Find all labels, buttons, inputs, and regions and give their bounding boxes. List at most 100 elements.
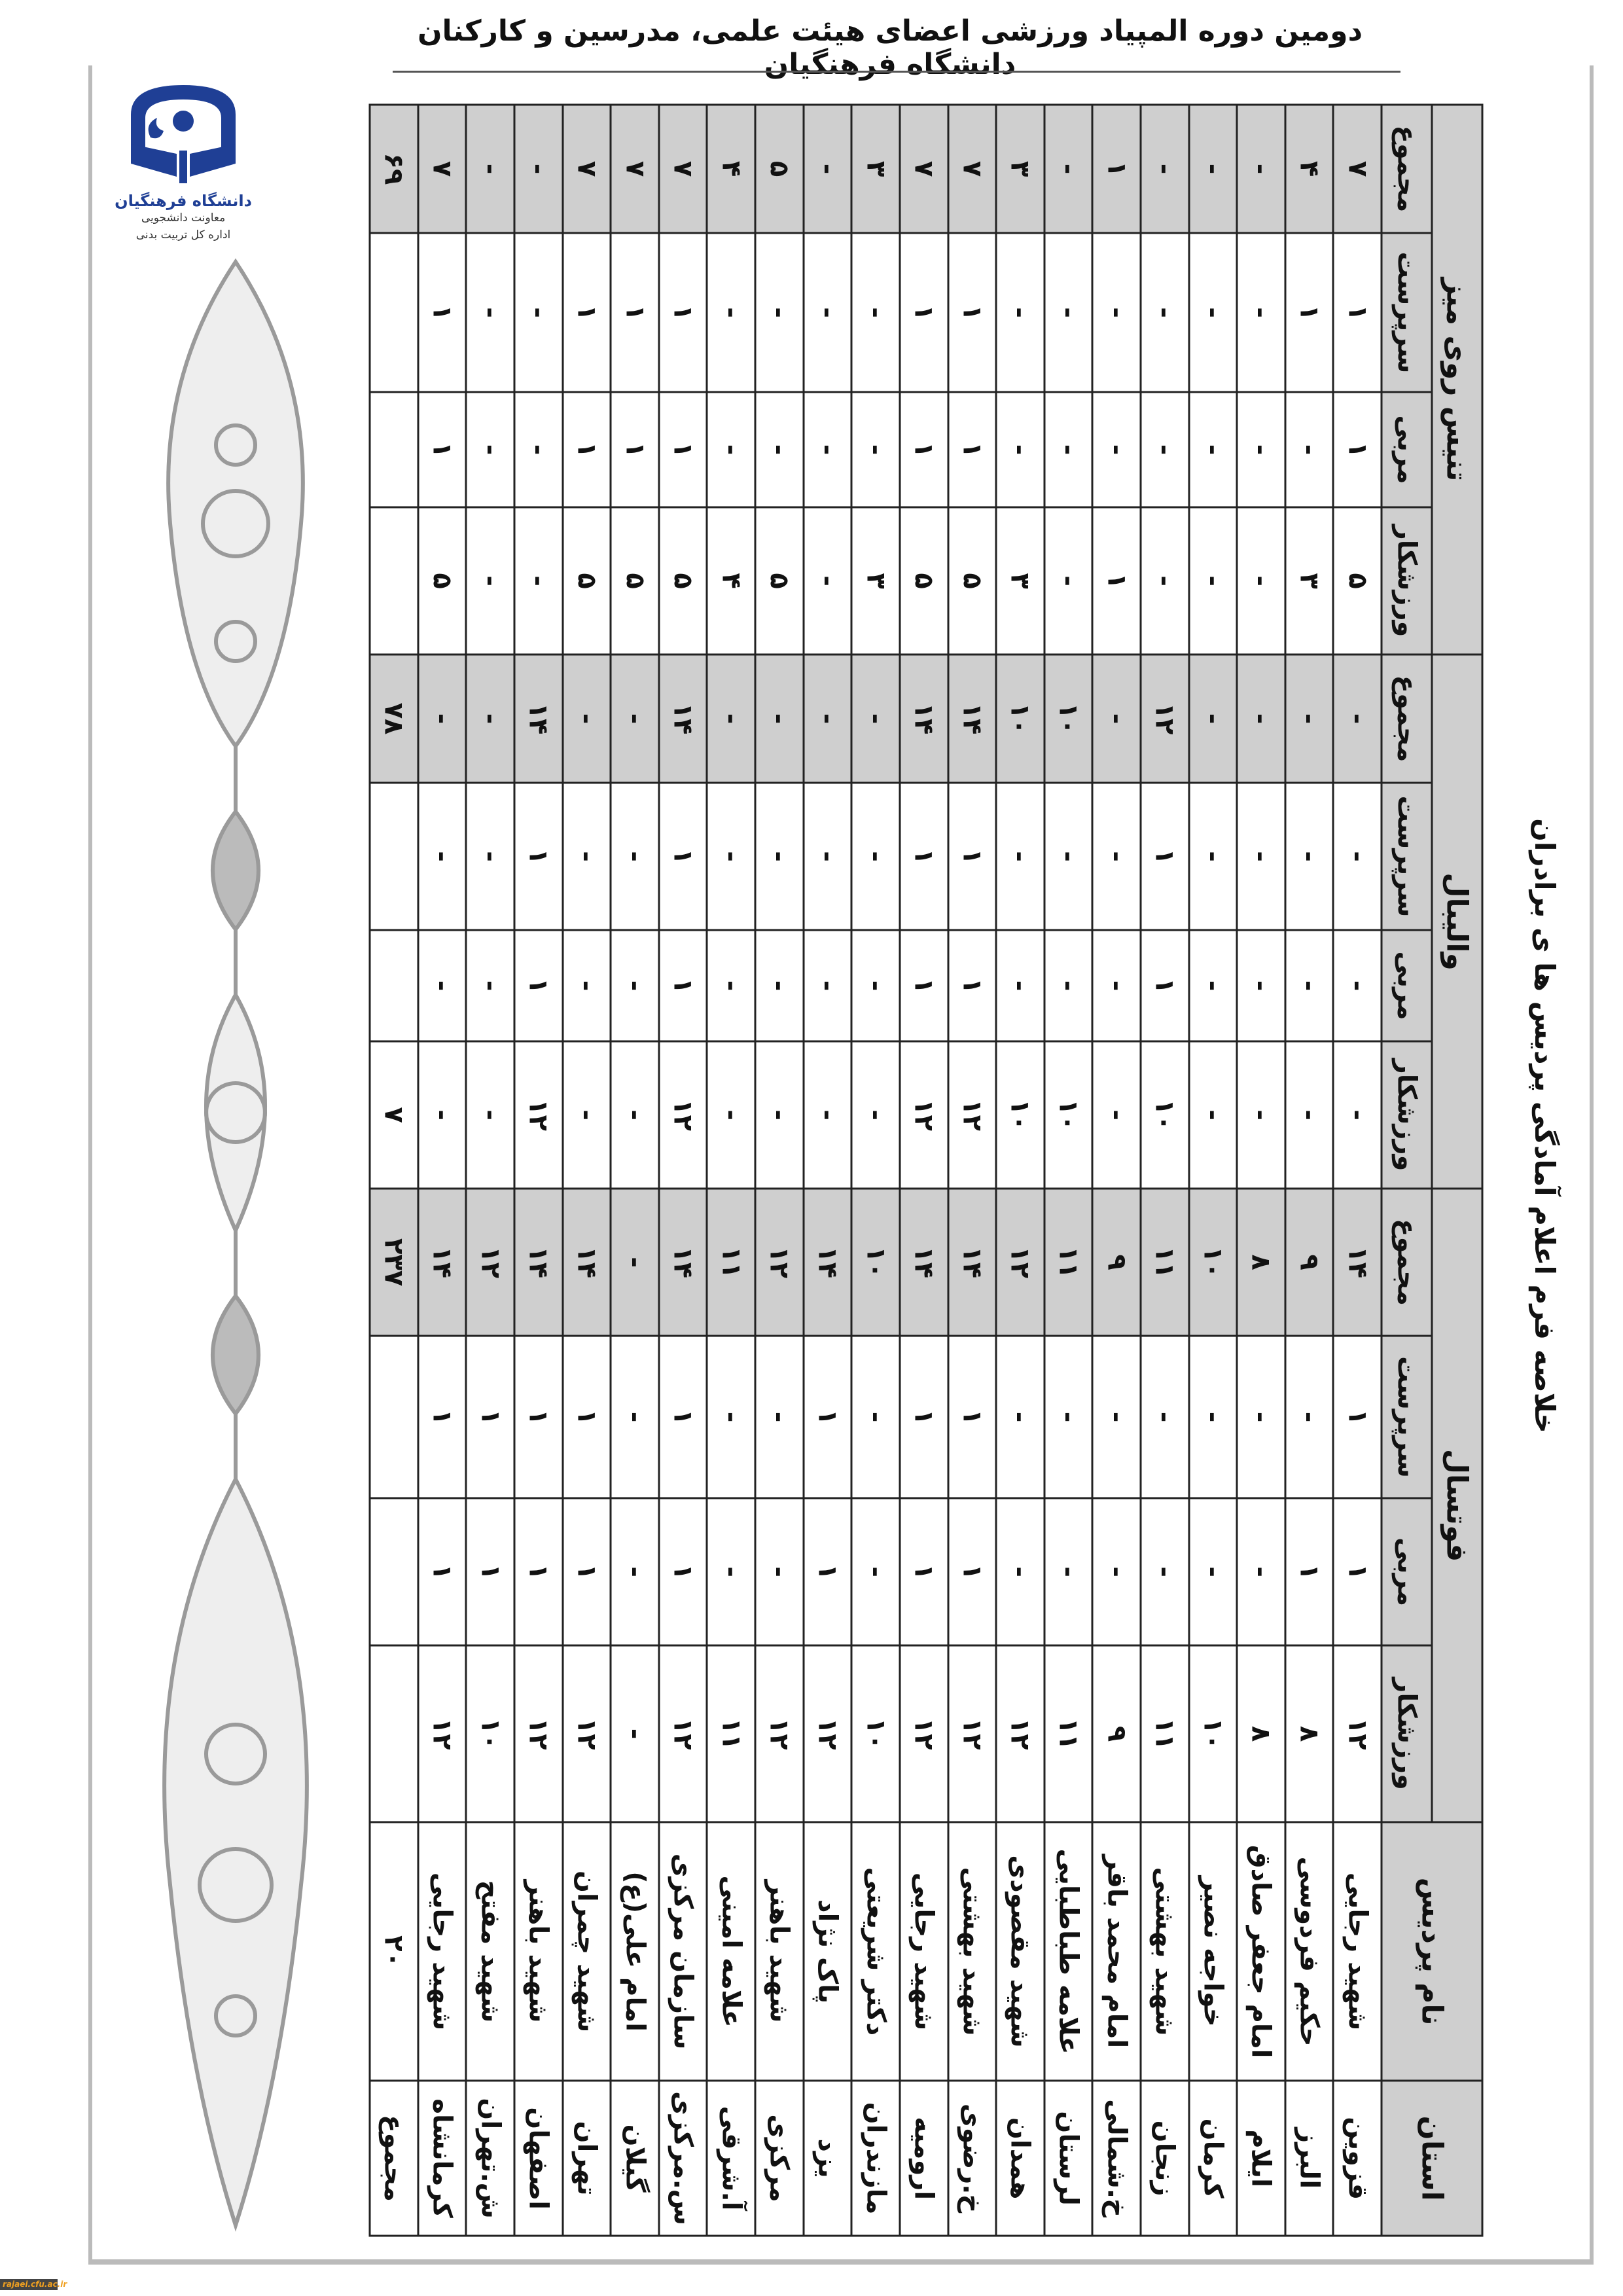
subheader-athlete: ورزشکار — [1382, 1041, 1432, 1189]
count-cell: - — [755, 1336, 804, 1499]
count-cell — [370, 507, 418, 655]
count-cell: ۱۲ — [658, 1041, 707, 1189]
count-cell: ۱۲ — [755, 1189, 804, 1336]
count-cell: ۱۱ — [1140, 1189, 1189, 1336]
campus-cell: شهید باهنر — [514, 1822, 563, 2081]
count-cell: - — [1237, 1041, 1285, 1189]
count-cell: - — [1092, 930, 1141, 1042]
province-cell: ارومیه — [899, 2081, 948, 2236]
count-cell: ۱۴ — [658, 655, 707, 783]
count-cell: ۱۲ — [1140, 655, 1189, 783]
count-cell: - — [1092, 1498, 1141, 1646]
count-cell: - — [1237, 1498, 1285, 1646]
count-cell: ۱ — [514, 783, 563, 931]
subheader-total: مجموع — [1382, 105, 1432, 234]
count-cell: - — [1140, 392, 1189, 508]
subheader-supervisor: سرپرست — [1382, 233, 1432, 393]
count-cell: - — [707, 392, 756, 508]
count-cell: ۷ — [1333, 105, 1382, 234]
province-cell: اصفهان — [514, 2081, 563, 2236]
count-cell: - — [611, 1189, 659, 1336]
count-cell: ۱۱ — [1044, 1189, 1093, 1336]
count-cell: ۱ — [658, 233, 707, 393]
count-cell: - — [851, 1498, 900, 1646]
count-cell: - — [707, 1336, 756, 1499]
count-cell: ۱ — [1333, 233, 1382, 393]
count-cell: ۱ — [1285, 233, 1334, 393]
count-cell: ۱ — [1333, 392, 1382, 508]
province-cell: آ.شرقی — [707, 2081, 756, 2236]
campus-cell: شهید مقصودی — [996, 1822, 1044, 2081]
subheader-supervisor: سرپرست — [1382, 1336, 1432, 1499]
count-cell: - — [562, 655, 611, 783]
count-cell: - — [851, 655, 900, 783]
count-cell: - — [996, 783, 1044, 931]
table-row: خ.رضوی شهید بهشتی ۱۲ ۱ ۱ ۱۴ ۱۲ ۱ ۱ ۱۴ ۵ ۱ ۱ ۷ — [948, 105, 997, 2236]
count-cell: ۱ — [418, 392, 467, 508]
campus-cell: شهید بهشتی — [948, 1822, 997, 2081]
count-cell: - — [1285, 783, 1334, 931]
count-cell: ۱۰ — [851, 1189, 900, 1336]
table-row: مرکزی شهید باهنر ۱۲- -۱۲- - - -۵- -۵ — [755, 105, 804, 2236]
count-cell: - — [1188, 507, 1238, 655]
count-cell: ۱ — [658, 392, 707, 508]
count-cell: ۷۸ — [370, 655, 418, 783]
count-cell: - — [1285, 1336, 1334, 1499]
campus-cell: شهید رجایی — [1333, 1822, 1382, 2081]
count-cell: - — [755, 1498, 804, 1646]
count-cell: - — [1237, 392, 1285, 508]
count-cell: - — [996, 233, 1044, 393]
count-cell: ۱ — [562, 1336, 611, 1499]
province-cell: قزوین — [1333, 2081, 1382, 2236]
count-cell: ۱ — [418, 233, 467, 393]
count-cell — [370, 1645, 418, 1823]
count-cell: - — [1092, 655, 1141, 783]
count-cell: ۱۰ — [466, 1645, 515, 1823]
registration-summary-table: استان نام پردیس فوتسال والیبال تنیس روی … — [369, 104, 1484, 2236]
count-cell: - — [996, 1498, 1044, 1646]
count-cell: - — [1188, 105, 1238, 234]
count-cell: - — [1092, 392, 1141, 508]
count-cell: ۱ — [1140, 783, 1189, 931]
count-cell: - — [851, 1336, 900, 1499]
count-cell: ۱۲ — [948, 1041, 997, 1189]
count-cell: ۱ — [611, 392, 659, 508]
logo-line-1: معاونت دانشجویی — [141, 211, 226, 224]
count-cell: ۱ — [658, 783, 707, 931]
count-cell: ۱ — [466, 1498, 515, 1646]
count-cell: - — [1044, 507, 1093, 655]
count-cell: ۱ — [1140, 930, 1189, 1042]
count-cell: ۱۴ — [514, 1189, 563, 1336]
count-cell: - — [1237, 233, 1285, 393]
count-cell: - — [418, 655, 467, 783]
count-cell: ۱ — [899, 233, 948, 393]
count-cell: - — [466, 392, 515, 508]
count-cell: ۵ — [755, 507, 804, 655]
count-cell: ۱۴ — [418, 1189, 467, 1336]
header-province: استان — [1382, 2081, 1482, 2236]
count-cell: ۷ — [658, 105, 707, 234]
count-cell: - — [755, 655, 804, 783]
province-cell: لرستان — [1044, 2081, 1093, 2236]
count-cell: - — [466, 930, 515, 1042]
count-cell: - — [1044, 392, 1093, 508]
count-cell: ۱ — [611, 233, 659, 393]
count-cell: ۱ — [658, 930, 707, 1042]
count-cell: - — [1092, 783, 1141, 931]
count-cell: ۴ — [707, 105, 756, 234]
count-cell: ۱۱ — [707, 1189, 756, 1336]
header-futsal: فوتسال — [1432, 1189, 1482, 1823]
province-cell: کرمانشاه — [418, 2081, 467, 2236]
count-cell: - — [611, 783, 659, 931]
count-cell: - — [755, 233, 804, 393]
count-cell: ۱۱ — [1044, 1645, 1093, 1823]
province-cell: مرکزی — [755, 2081, 804, 2236]
table-row: لرستان علامه طباطبایی ۱۱- -۱۱ ۱۰- -۱۰- - - - — [1044, 105, 1093, 2236]
count-cell: ۱۲ — [466, 1189, 515, 1336]
count-cell: ۱ — [1285, 1498, 1334, 1646]
province-cell: خ.رضوی — [948, 2081, 997, 2236]
document-title: دومین دوره المپیاد ورزشی اعضای هیئت علمی… — [417, 14, 1363, 81]
count-cell: ۱ — [899, 392, 948, 508]
count-cell: - — [1140, 1498, 1189, 1646]
count-cell: ۱ — [418, 1498, 467, 1646]
